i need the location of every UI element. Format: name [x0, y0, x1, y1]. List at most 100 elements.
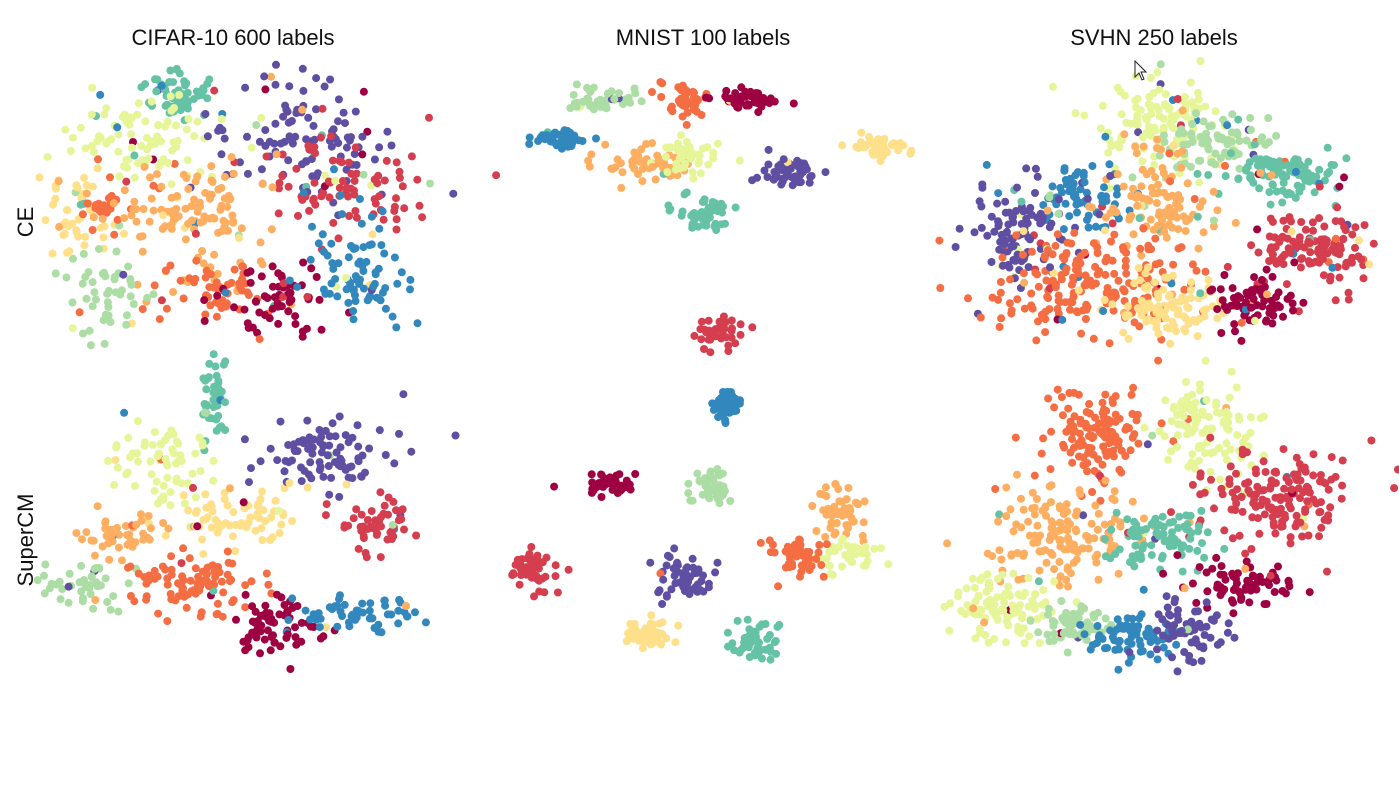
scatter-point-class-2 [1093, 243, 1102, 252]
scatter-point-class-5 [148, 137, 156, 146]
scatter-point-class-4 [41, 216, 50, 225]
scatter-point-class-6 [110, 272, 119, 281]
scatter-point-class-5 [1146, 73, 1155, 82]
scatter-point-class-8 [367, 212, 376, 221]
scatter-point-class-8 [406, 275, 415, 284]
scatter-point-class-1 [1251, 465, 1260, 474]
scatter-point-class-9 [978, 180, 987, 189]
scatter-point-class-7 [1133, 550, 1142, 559]
scatter-point-class-8 [299, 188, 308, 197]
scatter-point-class-7 [1266, 200, 1275, 209]
scatter-point-class-8 [1114, 665, 1123, 674]
scatter-point-class-1 [1340, 223, 1349, 231]
scatter-point-class-4 [1174, 306, 1183, 315]
scatter-point-class-6 [126, 292, 135, 301]
scatter-point-class-1 [710, 329, 719, 338]
scatter-point-class-8 [336, 191, 345, 200]
scatter-point-class-0 [1173, 551, 1182, 560]
scatter-point-class-3 [1209, 222, 1218, 231]
scatter-point-class-6 [33, 576, 42, 585]
scatter-point-class-3 [1007, 550, 1016, 559]
scatter-point-class-6 [65, 569, 74, 578]
scatter-point-class-7 [765, 631, 774, 639]
scatter-point-class-5 [43, 152, 52, 161]
scatter-point-class-4 [1101, 226, 1109, 235]
scatter-point-class-5 [1004, 589, 1013, 598]
scatter-point-class-3 [109, 199, 118, 208]
scatter-point-class-1 [298, 195, 307, 204]
scatter-point-class-9 [807, 172, 816, 180]
scatter-point-class-9 [1223, 628, 1232, 637]
scatter-point-class-2 [1095, 419, 1103, 428]
scatter-point-class-1 [1246, 489, 1255, 498]
scatter-point-class-2 [1076, 441, 1084, 450]
scatter-point-class-9 [1158, 615, 1167, 624]
scatter-point-class-5 [274, 506, 283, 515]
scatter-point-class-2 [1081, 315, 1090, 323]
scatter-point-class-3 [227, 153, 236, 162]
scatter-point-class-2 [1079, 461, 1088, 470]
scatter-point-class-8 [721, 419, 730, 428]
scatter-point-class-3 [1129, 184, 1137, 193]
scatter-point-class-4 [229, 508, 238, 517]
scatter-point-class-2 [756, 538, 765, 547]
scatter-point-class-5 [127, 130, 135, 139]
scatter-point-class-0 [286, 665, 295, 673]
scatter-point-class-5 [1181, 93, 1189, 102]
scatter-point-class-1 [425, 113, 433, 122]
scatter-point-class-8 [374, 620, 383, 629]
scatter-point-class-8 [356, 257, 365, 266]
scatter-point-class-9 [451, 431, 460, 440]
scatter-point-class-9 [297, 477, 306, 486]
scatter-point-class-6 [79, 594, 87, 603]
scatter-point-class-7 [1158, 512, 1167, 521]
scatter-point-class-3 [144, 512, 153, 520]
scatter-point-class-7 [711, 199, 720, 208]
scatter-panel-mnist-supercm [508, 312, 893, 664]
scatter-point-class-2 [1109, 452, 1118, 461]
scatter-point-class-2 [1165, 149, 1174, 158]
scatter-point-class-2 [1048, 250, 1057, 259]
scatter-point-class-2 [150, 566, 159, 575]
scatter-point-class-9 [347, 133, 355, 142]
scatter-point-class-1 [1296, 476, 1305, 485]
scatter-point-class-3 [1100, 520, 1109, 529]
scatter-point-class-5 [940, 602, 949, 611]
scatter-point-class-2 [163, 574, 172, 583]
scatter-point-class-5 [688, 168, 697, 177]
scatter-point-class-5 [1071, 109, 1080, 118]
scatter-point-class-3 [1017, 523, 1026, 532]
scatter-point-class-9 [327, 473, 336, 482]
scatter-point-class-2 [83, 199, 92, 208]
scatter-point-class-2 [1174, 244, 1183, 253]
scatter-point-class-0 [1236, 589, 1245, 598]
scatter-point-class-8 [403, 612, 411, 621]
scatter-point-class-1 [352, 213, 361, 222]
scatter-point-class-9 [315, 426, 324, 434]
scatter-point-class-8 [1094, 633, 1103, 641]
scatter-point-class-3 [648, 162, 657, 171]
scatter-point-class-0 [1265, 581, 1273, 590]
scatter-point-class-2 [1095, 267, 1103, 276]
scatter-point-class-0 [588, 478, 597, 487]
scatter-point-class-4 [235, 234, 243, 243]
scatter-point-class-9 [338, 461, 347, 470]
scatter-point-class-2 [682, 120, 691, 129]
scatter-point-class-5 [114, 130, 123, 139]
scatter-point-class-4 [161, 531, 170, 540]
scatter-point-class-0 [1237, 336, 1246, 345]
scatter-point-class-5 [1024, 602, 1033, 611]
scatter-point-class-1 [345, 212, 354, 220]
scatter-point-class-2 [1108, 399, 1117, 407]
scatter-point-class-9 [317, 448, 326, 457]
scatter-point-class-2 [1237, 318, 1246, 327]
scatter-point-class-9 [284, 441, 293, 449]
scatter-point-class-1 [1045, 284, 1054, 293]
scatter-point-class-5 [191, 449, 200, 458]
scatter-point-class-8 [334, 259, 343, 268]
scatter-point-class-3 [1127, 192, 1136, 200]
scatter-point-class-0 [268, 262, 277, 271]
scatter-point-class-4 [251, 526, 260, 535]
scatter-point-class-3 [267, 72, 276, 81]
scatter-point-class-4 [63, 248, 72, 257]
